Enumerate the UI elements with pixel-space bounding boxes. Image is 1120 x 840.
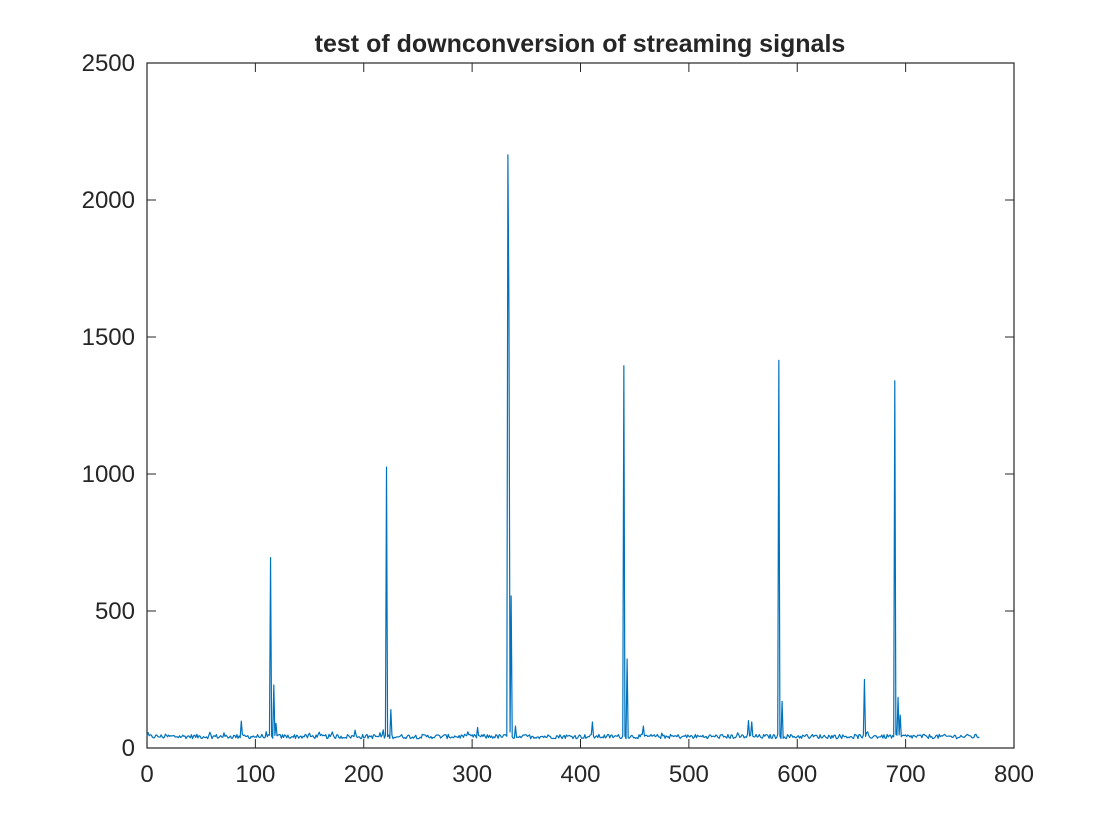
x-tick-label: 400 [560, 761, 600, 788]
x-tick-label: 200 [344, 761, 384, 788]
y-tick-label: 0 [122, 735, 135, 762]
plot-area: 0 100 200 300 400 500 600 700 800 0 500 1000 1500 200… [82, 50, 1034, 788]
y-tick-label: 1000 [82, 461, 135, 488]
x-tick-label: 100 [235, 761, 275, 788]
signal-series-line [146, 154, 980, 740]
x-tick-label: 0 [140, 761, 153, 788]
x-tick-label: 500 [669, 761, 709, 788]
x-tick-label: 700 [886, 761, 926, 788]
y-tick-label: 500 [95, 598, 135, 625]
y-tick-label: 1500 [82, 324, 135, 351]
x-tick-label: 600 [777, 761, 817, 788]
x-tick-label: 300 [452, 761, 492, 788]
y-tick-label: 2500 [82, 50, 135, 77]
y-tick-label: 2000 [82, 187, 135, 214]
chart-title: test of downconversion of streaming sign… [315, 30, 846, 58]
x-tick-label: 800 [994, 761, 1034, 788]
